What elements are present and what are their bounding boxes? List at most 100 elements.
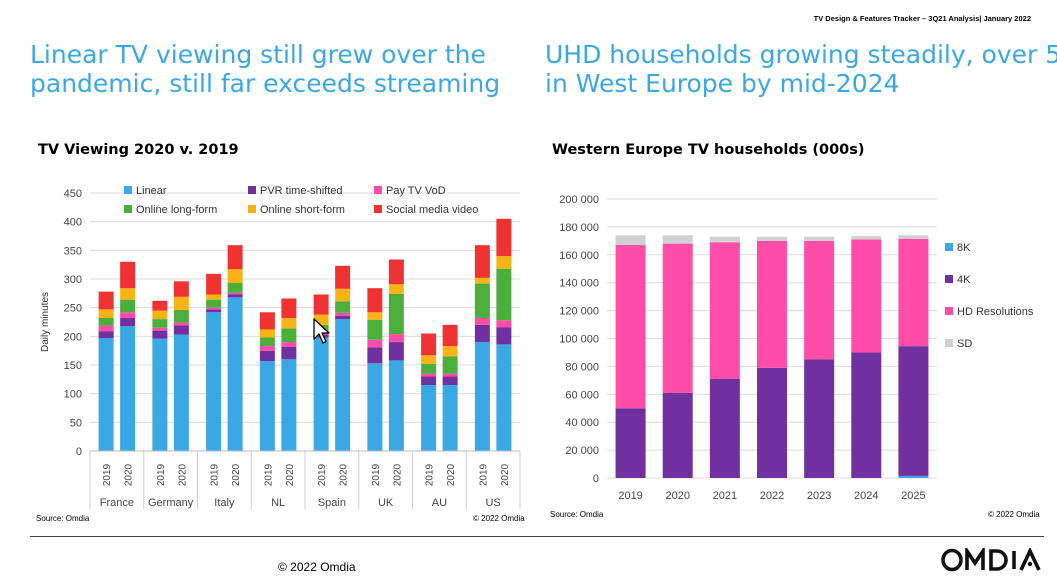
- legend-swatch: [124, 205, 132, 213]
- bar-segment: [259, 312, 275, 330]
- bar-segment: [474, 317, 490, 325]
- y-tick-label: 120 000: [559, 306, 599, 318]
- bar-segment: [898, 235, 929, 239]
- tracker-caption: TV Design & Features Tracker – 3Q21 Anal…: [813, 14, 1031, 23]
- tv-viewing-chart: 0 50 100 150 200 250 300 350 400 450 Daily minutes…: [40, 185, 521, 509]
- bar-segment: [335, 312, 351, 316]
- y-tick-label: 60 000: [565, 389, 599, 401]
- bar-segment: [804, 236, 835, 241]
- y-tick-label: 200 000: [559, 194, 599, 206]
- bar-segment: [335, 265, 351, 289]
- bar-segment: [120, 288, 136, 300]
- y-tick-label: 400: [64, 217, 82, 229]
- bar-segment: [98, 331, 114, 339]
- bar-segment: [388, 259, 404, 285]
- bar-segment: [206, 307, 222, 310]
- bar-segment: [227, 292, 243, 295]
- bar-segment: [120, 299, 136, 313]
- bar-segment: [496, 268, 512, 321]
- x-tick-label: 2020: [500, 463, 511, 486]
- legend-label: Online long-form: [136, 204, 217, 216]
- bar-segment: [757, 367, 787, 478]
- bar-segment: [388, 284, 404, 294]
- omdia-logo: [941, 548, 1041, 572]
- y-tick-label: 350: [64, 245, 82, 257]
- bar-segment: [615, 245, 646, 409]
- y-tick-label: 20 000: [565, 445, 599, 457]
- legend-label: Pay TV VoD: [386, 185, 446, 197]
- legend-label: Social media video: [386, 204, 478, 216]
- bar-segment: [206, 312, 222, 451]
- bar-segment: [173, 281, 189, 297]
- legend-swatch: [124, 186, 132, 194]
- bar-segment: [313, 337, 329, 451]
- bar-segment: [120, 326, 136, 451]
- bar-segment: [259, 337, 275, 347]
- bar-segment: [367, 319, 383, 340]
- bar-segment: [281, 346, 297, 360]
- x-tick-label: 2019: [618, 490, 642, 502]
- x-tick-label: 2020: [392, 463, 403, 486]
- group-label: AU: [432, 497, 447, 509]
- bar-segment: [615, 408, 646, 478]
- bar-segment: [227, 297, 243, 451]
- bar-segment: [662, 392, 693, 478]
- bar-segment: [367, 363, 383, 451]
- x-tick-label: 2019: [263, 463, 274, 486]
- x-tick-label: 2020: [124, 463, 135, 486]
- y-tick-label: 100: [64, 389, 82, 401]
- source-right: Source: Omdia: [550, 510, 604, 519]
- bar-segment: [335, 288, 351, 302]
- headline-right-line-2: in West Europe by mid-2024: [545, 69, 900, 98]
- footer-divider: [30, 536, 1044, 537]
- bar-segment: [259, 346, 275, 351]
- bar-segment: [259, 329, 275, 338]
- y-tick-label: 160 000: [559, 250, 599, 262]
- tv-households-chart: 0 20 000 40 000 60 000 80 000 100 000 120 000 1…: [559, 194, 1034, 502]
- bar-segment: [898, 346, 929, 476]
- y-tick-label: 180 000: [559, 222, 599, 234]
- legend-label: 4K: [957, 274, 971, 286]
- bar-segment: [388, 360, 404, 451]
- x-tick-label: 2019: [156, 463, 167, 486]
- bar-segment: [442, 356, 458, 374]
- chart-title-households: Western Europe TV households (000s): [552, 142, 865, 158]
- x-tick-label: 2020: [339, 463, 350, 486]
- bar-segment: [227, 269, 243, 284]
- bar-segment: [313, 314, 329, 325]
- bar-segment: [421, 376, 437, 386]
- x-tick-label: 2020: [177, 463, 188, 486]
- bar-segment: [421, 385, 437, 451]
- x-tick-label: 2020: [285, 463, 296, 486]
- x-tick-label: 2023: [807, 490, 831, 502]
- group-label: Germany: [148, 497, 194, 509]
- legend-label: 8K: [957, 242, 971, 254]
- bar-segment: [474, 277, 490, 284]
- x-tick-label: 2020: [231, 463, 242, 486]
- group-label: Spain: [318, 497, 346, 509]
- bar-segment: [281, 298, 297, 318]
- bar-segment: [421, 333, 437, 356]
- bar-segment: [227, 294, 243, 298]
- legend-swatch: [945, 275, 953, 283]
- bar-segment: [227, 245, 243, 270]
- bar-segment: [281, 328, 297, 343]
- group-label: France: [100, 497, 134, 509]
- x-tick-label: 2019: [210, 463, 221, 486]
- headline-left: Linear TV viewing still grew over the pa…: [30, 40, 500, 98]
- bar-segment: [496, 320, 512, 328]
- legend-swatch: [248, 205, 256, 213]
- y-tick-label: 140 000: [559, 278, 599, 290]
- bar-segment: [367, 312, 383, 320]
- x-tick-label: 2025: [901, 490, 925, 502]
- bar-segment: [98, 309, 114, 318]
- bar-segment: [367, 347, 383, 364]
- bar-segment: [98, 338, 114, 451]
- bar-segment: [804, 359, 835, 478]
- y-tick-label: 300: [64, 274, 82, 286]
- bar-segment: [206, 294, 222, 300]
- bar-segment: [98, 291, 114, 310]
- bar-segment: [388, 334, 404, 343]
- x-tick-label: 2019: [102, 463, 113, 486]
- legend-label: Online short-form: [260, 204, 345, 216]
